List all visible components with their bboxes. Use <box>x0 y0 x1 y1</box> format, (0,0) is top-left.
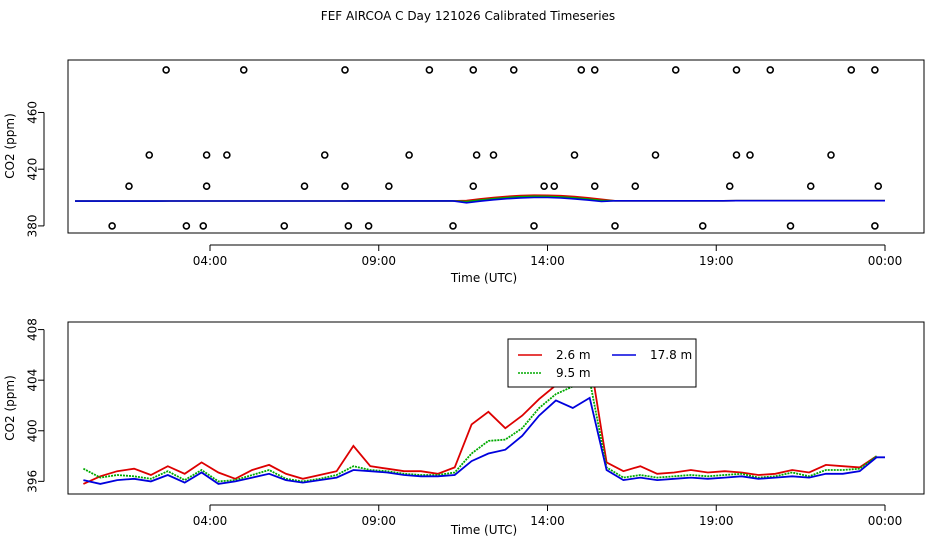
top-data-point <box>806 182 815 191</box>
top-data-point <box>590 66 599 74</box>
top-data-point <box>344 222 353 230</box>
bottom-x-axis: 04:00 09:00 14:00 19:00 00:00 <box>193 504 903 528</box>
bottom-x-tick-label: 04:00 <box>193 514 228 528</box>
top-points-layer <box>108 66 883 230</box>
top-data-point <box>162 66 170 74</box>
bottom-plot-frame <box>67 321 925 495</box>
top-data-point <box>469 66 478 74</box>
top-data-point <box>489 151 498 159</box>
top-data-point <box>732 151 741 159</box>
legend-box <box>507 338 697 388</box>
series-2-6m-line <box>83 356 878 485</box>
top-data-point <box>145 151 154 159</box>
legend-label: 2.6 m <box>556 348 591 362</box>
top-data-point <box>509 66 518 74</box>
legend-label: 9.5 m <box>556 366 591 380</box>
top-y-axis: 380 420 460 <box>26 101 45 237</box>
top-data-point <box>570 151 579 159</box>
top-x-tick-label: 14:00 <box>530 254 565 268</box>
bottom-panel: 04:00 09:00 14:00 19:00 00:00 396 400 404 408 2… <box>3 318 925 537</box>
top-data-point <box>364 222 373 230</box>
top-data-point <box>182 222 191 230</box>
top-data-point <box>766 66 775 74</box>
bottom-x-tick-label: 00:00 <box>868 514 903 528</box>
top-x-tick-label: 09:00 <box>361 254 396 268</box>
top-x-axis: 04:00 09:00 14:00 19:00 00:00 <box>193 244 903 268</box>
top-x-tick-label: 00:00 <box>868 254 903 268</box>
top-data-point <box>202 182 211 191</box>
top-data-point <box>725 182 734 191</box>
top-data-point <box>300 182 309 191</box>
top-y-tick-label: 380 <box>26 214 40 237</box>
top-data-point <box>611 222 619 230</box>
top-y-tick-label: 420 <box>26 158 40 181</box>
bottom-x-tick-label: 09:00 <box>361 514 396 528</box>
series-9-5m-line <box>82 378 878 483</box>
bottom-x-axis-label: Time (UTC) <box>450 523 517 537</box>
bottom-series-layer <box>82 356 885 485</box>
bottom-y-tick-label: 396 <box>26 470 40 493</box>
top-data-point <box>125 182 133 191</box>
top-data-point <box>320 151 329 159</box>
top-data-point <box>108 222 116 230</box>
top-data-point <box>223 151 231 159</box>
top-panel: 04:00 09:00 14:00 19:00 00:00 380 420 460 Time… <box>3 59 925 285</box>
top-data-point <box>732 66 741 74</box>
bottom-x-tick-label: 14:00 <box>530 514 565 528</box>
top-data-point <box>827 151 835 159</box>
series-17-8m-line <box>83 396 885 485</box>
top-data-point <box>472 151 481 159</box>
top-data-point <box>540 182 548 191</box>
top-data-point <box>202 151 211 159</box>
top-data-point <box>341 182 349 191</box>
top-data-point <box>874 182 883 191</box>
top-data-point <box>871 66 879 74</box>
top-data-point <box>631 182 640 191</box>
top-data-point <box>199 222 208 230</box>
bottom-y-axis: 396 400 404 408 <box>26 318 45 493</box>
top-data-point <box>577 66 586 74</box>
top-data-point <box>425 66 434 74</box>
page-title: FEF AIRCOA C Day 121026 Calibrated Times… <box>320 9 616 23</box>
top-data-point <box>651 151 660 159</box>
top-data-point <box>449 222 457 230</box>
top-data-point <box>550 182 559 191</box>
top-y-tick-label: 460 <box>26 101 40 124</box>
top-data-point <box>698 222 707 230</box>
bottom-x-tick-label: 19:00 <box>699 514 734 528</box>
bottom-y-tick-label: 400 <box>26 419 40 442</box>
top-data-point <box>405 151 413 159</box>
top-data-point <box>847 66 856 74</box>
bottom-y-axis-label: CO2 (ppm) <box>3 375 17 441</box>
top-data-point <box>590 182 599 191</box>
top-data-point <box>280 222 289 230</box>
bottom-y-tick-label: 404 <box>26 369 40 392</box>
top-data-point <box>385 182 393 191</box>
top-data-point <box>341 66 349 74</box>
top-data-point <box>671 66 680 74</box>
bottom-y-tick-label: 408 <box>26 318 40 341</box>
top-y-axis-label: CO2 (ppm) <box>3 113 17 179</box>
top-data-point <box>786 222 795 230</box>
top-data-point <box>871 222 879 230</box>
top-data-point <box>239 66 248 74</box>
top-x-tick-label: 04:00 <box>193 254 228 268</box>
top-plot-frame <box>67 59 925 234</box>
top-data-point <box>530 222 538 230</box>
top-data-point <box>469 182 478 191</box>
legend-label: 17.8 m <box>650 348 692 362</box>
chart-legend: 2.6 m 9.5 m 17.8 m <box>507 338 697 388</box>
top-x-tick-label: 19:00 <box>699 254 734 268</box>
top-sensor-line <box>75 196 885 204</box>
top-data-point <box>746 151 754 159</box>
top-x-axis-label: Time (UTC) <box>450 271 517 285</box>
top-series-layer <box>75 194 885 204</box>
